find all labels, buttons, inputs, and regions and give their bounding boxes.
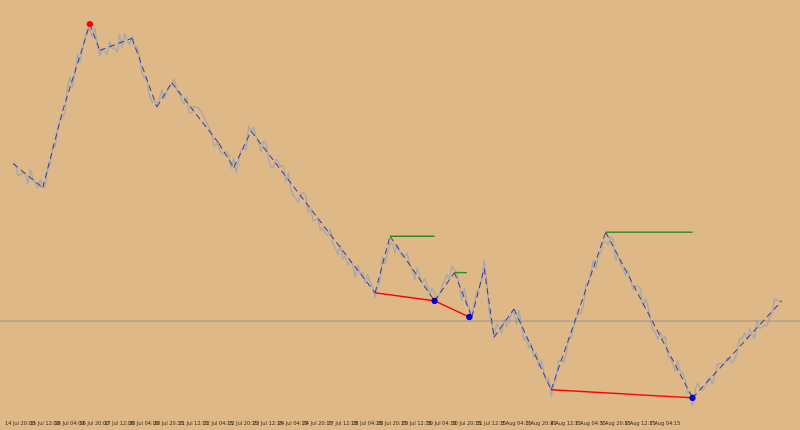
zigzag-segment [483, 268, 495, 338]
x-tick-label: 5 Aug 04:15 [575, 421, 606, 427]
price-line [12, 26, 782, 406]
pivot-low-marker [689, 394, 696, 402]
zigzag-segment [156, 82, 173, 108]
x-tick-label: 3 Aug 04:15 [501, 421, 532, 427]
x-tick-label: 16 Jul 04:00 [55, 421, 85, 427]
zigzag-segment [471, 268, 485, 318]
pivot-low-marker [431, 297, 438, 305]
x-tick-label: 20 Jul 04:00 [129, 421, 159, 427]
zigzag-segment [62, 23, 91, 112]
x-tick-label: 30 Jul 04:15 [427, 421, 457, 427]
zigzag-segment [389, 235, 436, 302]
x-tick-label: 31 Jul 12:15 [476, 421, 506, 427]
x-tick-label: 22 Jul 04:15 [203, 421, 233, 427]
x-tick-label: 23 Jul 12:15 [253, 421, 283, 427]
support-line [374, 292, 435, 302]
x-tick-label: 30 Jul 20:15 [451, 421, 481, 427]
resistance-lines [389, 231, 693, 274]
x-tick-label: 5 Aug 20:15 [600, 421, 631, 427]
x-tick-label: 14 Jul 20:00 [5, 421, 35, 427]
x-tick-label: 6 Aug 12:15 [625, 421, 656, 427]
zigzag-segment [453, 272, 473, 318]
x-tick-label: 28 Jul 04:15 [352, 421, 382, 427]
zigzag-segment [250, 130, 376, 294]
x-tick-label: 24 Jul 20:15 [303, 421, 333, 427]
zigzag-segment [550, 232, 607, 390]
support-lines [374, 292, 693, 399]
zigzag-segment [605, 231, 693, 399]
x-tick-label: 22 Jul 20:15 [228, 421, 258, 427]
zigzag-segment [513, 308, 552, 390]
x-tick-label: 3 Aug 20:15 [526, 421, 557, 427]
pivot-markers [86, 20, 696, 402]
x-tick-label: 21 Jul 12:15 [179, 421, 209, 427]
x-tick-label: 7 Aug 04:15 [650, 421, 681, 427]
price-series [12, 26, 782, 406]
zigzag-segment [692, 300, 783, 399]
zigzag-segment [233, 130, 252, 168]
zigzag-segment [12, 163, 44, 189]
x-tick-label: 17 Jul 12:00 [104, 421, 134, 427]
x-tick-label: 24 Jul 04:15 [278, 421, 308, 427]
zigzag-segment [89, 23, 101, 51]
zigzag-segment [131, 38, 158, 108]
x-tick-label: 16 Jul 20:00 [79, 421, 109, 427]
support-line [434, 300, 470, 318]
pivot-high-marker [86, 20, 94, 28]
zigzag-segment [218, 143, 235, 168]
zigzag-segment [493, 308, 515, 338]
x-tick-label: 4 Aug 12:15 [551, 421, 582, 427]
x-tick-label: 27 Jul 12:15 [327, 421, 357, 427]
zigzag-segment [99, 37, 133, 51]
pivot-low-marker [466, 313, 473, 321]
zigzag-segment [171, 82, 220, 144]
zigzag-segment [42, 110, 64, 188]
support-line [551, 389, 693, 399]
x-tick-label: 28 Jul 20:15 [377, 421, 407, 427]
x-tick-label: 29 Jul 12:15 [402, 421, 432, 427]
zigzag-series [12, 23, 783, 399]
x-tick-label: 20 Jul 20:15 [154, 421, 184, 427]
zigzag-segment [434, 272, 455, 302]
x-tick-label: 15 Jul 12:00 [30, 421, 60, 427]
